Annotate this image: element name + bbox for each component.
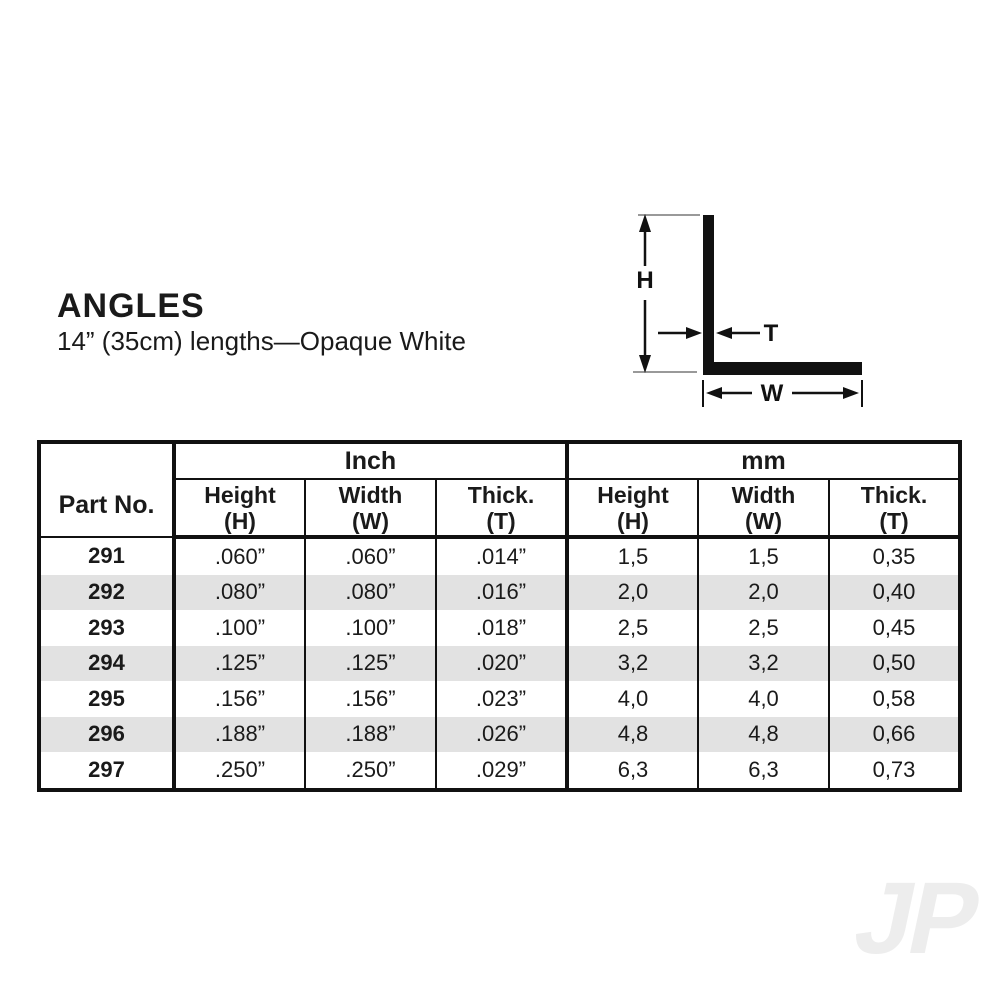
table-cell: 1,5 xyxy=(697,537,829,575)
table-cell: 2,0 xyxy=(697,574,829,610)
w-arrow-left xyxy=(706,387,722,399)
part-no-header: Part No. xyxy=(38,442,176,538)
header-line: Width xyxy=(731,481,796,508)
table-cell: 0,35 xyxy=(828,537,960,575)
table-cell: 4,0 xyxy=(565,681,698,717)
mm-height-header: Height (H) xyxy=(565,479,698,539)
table-cell: 0,66 xyxy=(828,716,960,752)
table-cell: .188” xyxy=(173,716,305,752)
unit-header-row: Part No. Inch mm xyxy=(38,442,960,538)
page-subtitle: 14” (35cm) lengths—Opaque White xyxy=(57,326,466,356)
table-cell: 6,3 xyxy=(697,752,829,790)
table-row: 297 .250” .250” .029” 6,3 6,3 0,73 xyxy=(38,752,960,790)
spec-table-wrap: Part No. Inch mm Height (H) Width (W) Thic… xyxy=(37,440,962,792)
mm-thick-header: Thick. (T) xyxy=(828,479,960,539)
part-no-cell: 291 xyxy=(38,537,176,575)
mm-width-header: Width (W) xyxy=(697,479,829,539)
title-block: ANGLES 14” (35cm) lengths—Opaque White xyxy=(57,288,466,356)
angle-vertical-leg xyxy=(703,215,714,375)
t-arrow-right xyxy=(686,327,702,339)
sub-header-row: Height (H) Width (W) Thick. (T) Height (H) W… xyxy=(39,479,960,539)
table-cell: 0,50 xyxy=(828,645,960,681)
t-arrow-left xyxy=(716,327,732,339)
header-line: (T) xyxy=(879,507,909,534)
table-cell: .156” xyxy=(304,681,436,717)
table-cell: 3,2 xyxy=(565,645,698,681)
table-cell: 4,8 xyxy=(697,716,829,752)
h-arrow-down xyxy=(639,355,651,373)
header-line: (T) xyxy=(486,507,516,534)
table-cell: 0,40 xyxy=(828,574,960,610)
table-row: 296 .188” .188” .026” 4,8 4,8 0,66 xyxy=(38,716,960,752)
part-no-cell: 295 xyxy=(38,681,176,717)
table-cell: .125” xyxy=(173,645,305,681)
w-arrow-right xyxy=(843,387,859,399)
table-cell: 3,2 xyxy=(697,645,829,681)
table-cell: .029” xyxy=(435,752,567,790)
part-no-cell: 292 xyxy=(38,574,176,610)
table-row: 291 .060” .060” .014” 1,5 1,5 0,35 xyxy=(38,537,960,575)
table-cell: .080” xyxy=(173,574,305,610)
header-line: (W) xyxy=(744,507,783,534)
header-line: (H) xyxy=(224,507,256,534)
angle-profile-diagram: H T W xyxy=(633,214,863,407)
table-cell: 1,5 xyxy=(565,537,698,575)
table-row: 295 .156” .156” .023” 4,0 4,0 0,58 xyxy=(38,681,960,717)
table-cell: .023” xyxy=(435,681,567,717)
page-title: ANGLES xyxy=(57,287,205,325)
angles-spec-table: Part No. Inch mm Height (H) Width (W) Thic… xyxy=(37,440,962,792)
thickness-dim-label: T xyxy=(764,320,779,347)
table-cell: 4,0 xyxy=(697,681,829,717)
h-arrow-up xyxy=(639,214,651,232)
header-line: Height xyxy=(597,481,669,508)
header-line: Thick. xyxy=(860,481,928,508)
table-cell: .250” xyxy=(304,752,436,790)
header-line: Width xyxy=(338,481,403,508)
table-cell: 6,3 xyxy=(565,752,698,790)
table-cell: 2,5 xyxy=(697,610,829,646)
table-cell: .125” xyxy=(304,645,436,681)
table-cell: 0,45 xyxy=(828,610,960,646)
table-row: 293 .100” .100” .018” 2,5 2,5 0,45 xyxy=(38,610,960,646)
table-row: 292 .080” .080” .016” 2,0 2,0 0,40 xyxy=(38,574,960,610)
width-dim-label: W xyxy=(761,380,784,407)
jp-watermark: JP xyxy=(845,861,987,975)
table-cell: .026” xyxy=(435,716,567,752)
table-cell: 4,8 xyxy=(565,716,698,752)
header-line: (H) xyxy=(617,507,649,534)
inch-group-header: Inch xyxy=(173,442,567,480)
part-no-cell: 296 xyxy=(38,716,176,752)
inch-height-header: Height (H) xyxy=(173,479,305,539)
table-cell: .060” xyxy=(173,537,305,575)
table-cell: .250” xyxy=(173,752,305,790)
mm-group-header: mm xyxy=(565,442,960,480)
table-cell: .016” xyxy=(435,574,567,610)
table-cell: .100” xyxy=(304,610,436,646)
table-cell: .080” xyxy=(304,574,436,610)
angle-horizontal-leg xyxy=(703,362,862,375)
table-cell: 0,73 xyxy=(828,752,960,790)
header-line: Height xyxy=(204,481,276,508)
table-cell: .014” xyxy=(435,537,567,575)
part-no-cell: 297 xyxy=(38,752,176,790)
table-cell: .060” xyxy=(304,537,436,575)
table-cell: 2,5 xyxy=(565,610,698,646)
table-cell: 0,58 xyxy=(828,681,960,717)
table-cell: .020” xyxy=(435,645,567,681)
table-cell: 2,0 xyxy=(565,574,698,610)
table-cell: .156” xyxy=(173,681,305,717)
header-line: Thick. xyxy=(467,481,535,508)
header-line: (W) xyxy=(351,507,390,534)
table-cell: .018” xyxy=(435,610,567,646)
height-dim-label: H xyxy=(636,267,653,294)
table-cell: .188” xyxy=(304,716,436,752)
inch-thick-header: Thick. (T) xyxy=(435,479,567,539)
table-cell: .100” xyxy=(173,610,305,646)
part-no-cell: 294 xyxy=(38,645,176,681)
table-row: 294 .125” .125” .020” 3,2 3,2 0,50 xyxy=(38,645,960,681)
part-no-cell: 293 xyxy=(38,610,176,646)
inch-width-header: Width (W) xyxy=(304,479,436,539)
